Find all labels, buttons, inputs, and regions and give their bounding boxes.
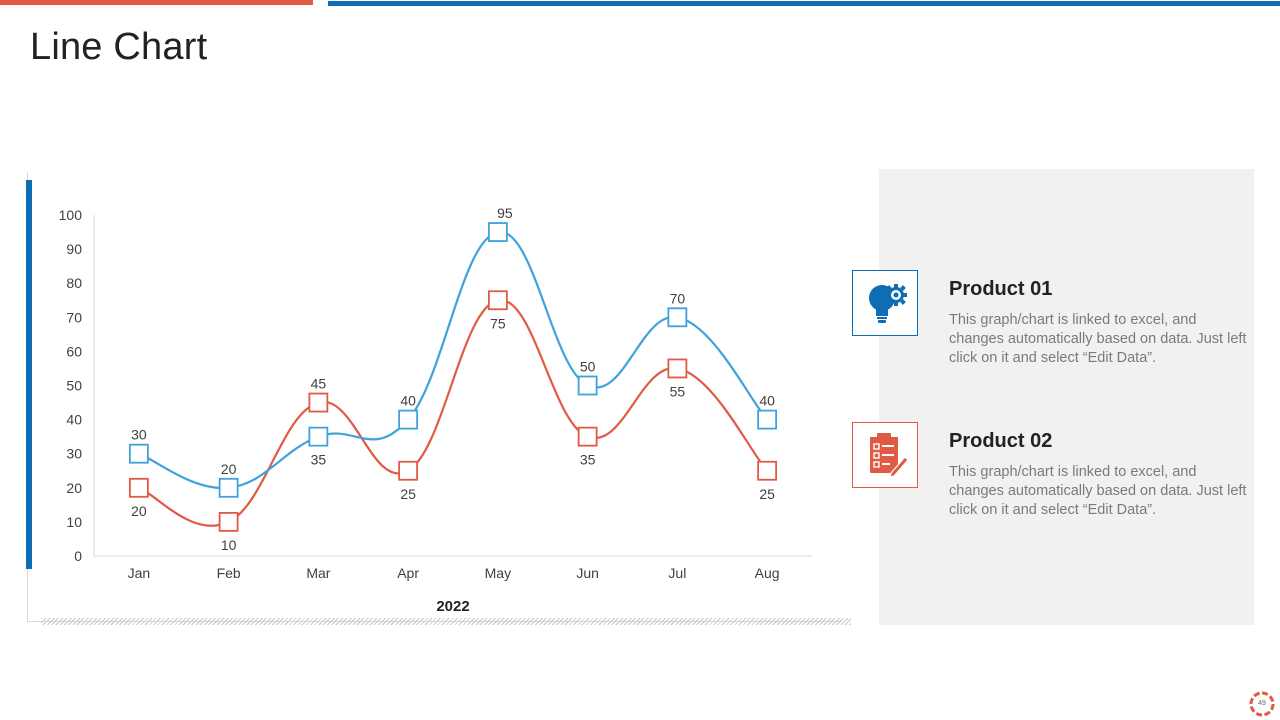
- slide-title: Line Chart: [30, 26, 208, 68]
- page-number: 49: [1258, 700, 1266, 707]
- data-point-marker: [128, 443, 149, 464]
- checklist-pen-icon: [870, 433, 909, 478]
- data-point-marker: [757, 460, 778, 481]
- x-tick-label: Jan: [128, 565, 151, 581]
- product-01-icon-box: [852, 270, 918, 336]
- data-label: 75: [490, 315, 506, 331]
- product-01-title: Product 01: [949, 278, 1053, 300]
- data-label: 55: [670, 383, 686, 399]
- y-tick-label: 40: [66, 412, 82, 428]
- series-line-product-01: [138, 230, 768, 490]
- chart-hatch-shadow: [41, 618, 851, 625]
- data-label: 25: [759, 486, 775, 502]
- page-number-badge-icon: [1249, 691, 1275, 717]
- line-chart: 0 10 20 30 40 50 60 70 80 90 100 Jan Feb Mar Apr May Jun…: [59, 205, 812, 615]
- data-label: 35: [311, 452, 327, 468]
- data-label: 70: [670, 290, 686, 306]
- data-label: 20: [131, 503, 147, 519]
- series-line-product-02: [138, 299, 768, 527]
- top-accent-bar-red: [0, 0, 313, 5]
- x-tick-label: Mar: [306, 565, 330, 581]
- data-point-marker: [308, 426, 329, 447]
- data-point-marker: [487, 290, 508, 311]
- data-label: 25: [400, 486, 416, 502]
- product-02-title: Product 02: [949, 430, 1053, 452]
- data-point-marker: [757, 409, 778, 430]
- data-point-marker: [128, 477, 149, 498]
- data-point-marker: [577, 375, 598, 396]
- data-point-marker: [218, 477, 239, 498]
- data-point-marker: [577, 426, 598, 447]
- y-tick-label: 0: [74, 548, 82, 564]
- y-tick-label: 30: [66, 446, 82, 462]
- y-tick-label: 90: [66, 241, 82, 257]
- data-label: 35: [580, 452, 596, 468]
- top-accent-bar-blue: [328, 1, 1280, 6]
- y-tick-label: 100: [59, 207, 83, 223]
- data-point-marker: [398, 460, 419, 481]
- data-label: 95: [497, 205, 513, 221]
- data-label: 20: [221, 461, 237, 477]
- x-tick-label: Feb: [217, 565, 241, 581]
- data-label: 40: [759, 393, 775, 409]
- product-01-description: This graph/chart is linked to excel, and…: [949, 312, 1247, 366]
- lightbulb-gear-icon: [869, 284, 907, 323]
- side-panel: [879, 169, 1254, 625]
- data-point-marker: [218, 512, 239, 532]
- chart-blue-accent-bar: [26, 180, 32, 569]
- y-tick-label: 50: [66, 378, 82, 394]
- data-label: 30: [131, 427, 147, 443]
- data-point-marker: [487, 222, 508, 242]
- data-label: 40: [400, 393, 416, 409]
- x-tick-label: Apr: [397, 565, 419, 581]
- y-tick-label: 10: [66, 514, 82, 530]
- data-label: 45: [311, 376, 327, 392]
- product-02-description: This graph/chart is linked to excel, and…: [949, 464, 1247, 518]
- data-label: 50: [580, 359, 596, 375]
- y-tick-label: 20: [66, 480, 82, 496]
- data-point-marker: [308, 392, 329, 413]
- data-point-marker: [398, 409, 419, 430]
- y-tick-label: 70: [66, 309, 82, 325]
- data-point-marker: [667, 358, 688, 379]
- data-label: 10: [221, 537, 237, 553]
- y-tick-label: 60: [66, 343, 82, 359]
- x-tick-label: Aug: [755, 565, 780, 581]
- x-tick-label: May: [485, 565, 511, 581]
- data-point-marker: [667, 307, 688, 328]
- x-tick-label: Jun: [576, 565, 599, 581]
- y-tick-label: 80: [66, 275, 82, 291]
- x-tick-label: Jul: [668, 565, 686, 581]
- product-02-icon-box: [852, 422, 918, 488]
- x-axis-title: 2022: [436, 598, 469, 615]
